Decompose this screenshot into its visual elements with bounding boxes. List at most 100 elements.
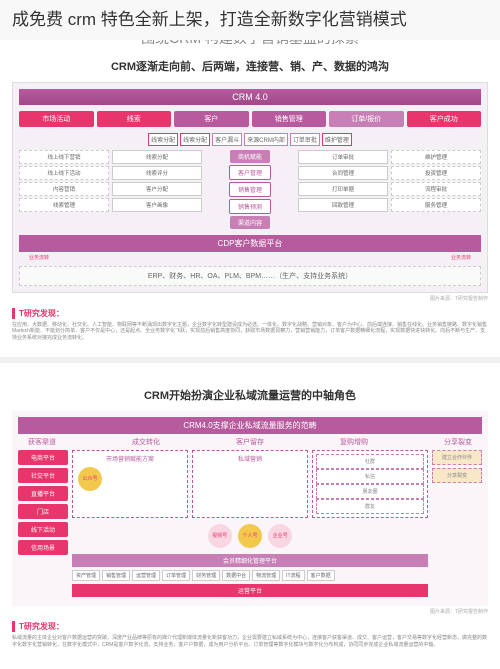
small-box: 数据中台 (222, 570, 250, 581)
top-label: 分享裂变 (444, 437, 472, 447)
flow-left: 业务流转 (29, 254, 49, 261)
stage-box: 私域营销 (192, 450, 308, 518)
cdp-bar: CDP客户数据平台 (19, 235, 481, 252)
sub-box: 维护管理 (322, 133, 352, 146)
stage-title: 市场营销赋能方案 (76, 454, 184, 463)
item-box: 流程审批 (391, 182, 481, 196)
research-text: 私域流量的主体企业对客户数据运营的突破，深度产业品牌等原有的媒介代理新媒体流量化… (12, 635, 488, 648)
member-bar: 会员精细化管理平台 (72, 554, 428, 567)
stage-box: 市场营销赋能方案 公众号 (72, 450, 188, 518)
crm2-header: CRM4.0支撑企业私域流量服务的范畴 (18, 417, 482, 434)
item-box: 合同管理 (298, 166, 388, 180)
sub-box: 客户漏斗 (212, 133, 242, 146)
item-box: 内容营销 (19, 182, 109, 196)
top-label: 复购增购 (340, 437, 368, 447)
item-box: 投资管理 (391, 166, 481, 180)
sub-box: 订单审批 (290, 133, 320, 146)
channel-tag: 门店 (18, 504, 68, 519)
top-labels: 获客渠道 成交转化 客户留存 复购增购 分享裂变 (18, 434, 482, 450)
right-col-box: 建立合作伙伴 (432, 450, 482, 465)
sub-box: 线索分配 (148, 133, 178, 146)
crm-header: CRM 4.0 (19, 89, 481, 105)
small-box: 财务管理 (192, 570, 220, 581)
small-box: 订单管理 (162, 570, 190, 581)
flow-right: 业务流转 (451, 254, 471, 261)
small-box: 物流管理 (252, 570, 280, 581)
item-box: 订单审批 (298, 150, 388, 164)
flow-main: 电商平台 社交平台 直播平台 门店 线下活动 信用场景 市场营销赋能方案 公众号… (18, 450, 482, 600)
credit: 图片来源：T研究报告制作 (12, 608, 488, 615)
header-overlay: CRM数字化模式学习 围绕CRM 构建数字营销基盘的探索 成免费 crm 特色全… (0, 0, 500, 40)
item-box: 服务管理 (391, 198, 481, 212)
stage-title: 私域营销 (196, 454, 304, 463)
section-crm-evolution: CRM逐渐走向前、后两端，连接营、销、产、数据的鸿沟 CRM 4.0 市场活动 … (0, 40, 500, 352)
right-col: 建立合作伙伴 分享裂变 (432, 450, 482, 600)
small-box: IT流程 (282, 570, 304, 581)
center-item: 销售预测 (229, 199, 271, 214)
sub-box: 来源CRM内部 (244, 133, 288, 146)
right-box: 群友 (316, 499, 424, 514)
flow-arrows: 业务流转 业务流转 (19, 252, 481, 263)
ops-bar: 运营平台 (72, 584, 428, 597)
channel-tag: 电商平台 (18, 450, 68, 465)
top-label: 客户留存 (236, 437, 264, 447)
research-block: T研究发现： 私域流量的主体企业对客户数据运营的突破，深度产业品牌等原有的媒介代… (12, 621, 488, 648)
top-label: 成交转化 (132, 437, 160, 447)
pillar-leads: 线索 (97, 111, 172, 127)
right-box: 朋友圈 (316, 484, 424, 499)
pillar-customer: 客户 (174, 111, 249, 127)
item-box: 线索分配 (112, 150, 202, 164)
small-box: 销售管理 (102, 570, 130, 581)
small-box: 运营管理 (132, 570, 160, 581)
pillars-row: 市场活动 线索 客户 销售管理 订单/报价 客户成功 (19, 111, 481, 127)
section-private-traffic: CRM开始扮演企业私域流量运营的中轴角色 CRM4.0支撑企业私域流量服务的范畴… (0, 369, 500, 658)
item-box: 线上线下活动 (19, 166, 109, 180)
item-box: 线索管理 (19, 198, 109, 212)
center-item: 客户管理 (229, 165, 271, 180)
circle-node: 个人号 (238, 524, 262, 548)
overlay-text: 成免费 crm 特色全新上架，打造全新数字化营销模式 (12, 8, 488, 32)
item-box: 维护管理 (391, 150, 481, 164)
channel-tag: 直播平台 (18, 486, 68, 501)
channel-tag: 信用场景 (18, 540, 68, 555)
right-col-box: 分享裂变 (432, 468, 482, 483)
center-item: 销售管理 (229, 182, 271, 197)
small-box: 资产管理 (72, 570, 100, 581)
research-block: T研究发现： 在应用、大数据、移动化、社交化、人工智能、物联网等不断涌现出数字化… (12, 308, 488, 342)
circle-node: 视频号 (208, 524, 232, 548)
channel-tag: 线下活动 (18, 522, 68, 537)
erp-row: ERP、财务、HR、OA、PLM、BPM……（生产、支持业务系统） (19, 266, 481, 286)
center-item: 商机赋能 (230, 150, 270, 163)
right-box: 私信 (316, 469, 424, 484)
crm-diagram-box: CRM 4.0 市场活动 线索 客户 销售管理 订单/报价 客户成功 线索分配 … (12, 82, 488, 293)
mid-area: 市场营销赋能方案 公众号 私域营销 社群 私信 朋友圈 群友 视频号 (72, 450, 428, 600)
center-item: 渠道内容 (230, 216, 270, 229)
pillar-order: 订单/报价 (329, 111, 404, 127)
left-channels: 电商平台 社交平台 直播平台 门店 线下活动 信用场景 (18, 450, 68, 600)
item-box: 客户分配 (112, 182, 202, 196)
bottom-items: 资产管理 销售管理 运营管理 订单管理 财务管理 数据中台 物流管理 IT流程 … (72, 570, 428, 581)
section1-title: CRM逐渐走向前、后两端，连接营、销、产、数据的鸿沟 (12, 58, 488, 74)
section2-title: CRM开始扮演企业私域流量运营的中轴角色 (12, 387, 488, 403)
sub-box: 线索分配 (180, 133, 210, 146)
pillar-marketing: 市场活动 (19, 111, 94, 127)
research-title: T研究发现： (12, 308, 488, 319)
pillar-success: 客户成功 (407, 111, 482, 127)
stage-box: 社群 私信 朋友圈 群友 (312, 450, 428, 518)
research-text: 在应用、大数据、移动化、社交化、人工智能、物联网等不断涌现出数字化主题，企业数字… (12, 322, 488, 342)
circle-node: 企业号 (268, 524, 292, 548)
divider (0, 357, 500, 363)
item-box: 线上线下营销 (19, 150, 109, 164)
channel-tag: 社交平台 (18, 468, 68, 483)
item-box: 线索评分 (112, 166, 202, 180)
right-box: 社群 (316, 454, 424, 469)
sub-labels-row: 线索分配 线索分配 客户漏斗 来源CRM内部 订单审批 维护管理 (19, 133, 481, 146)
research-title: T研究发现： (12, 621, 488, 632)
small-box: 客户数据 (307, 570, 335, 581)
item-box: 打印单据 (298, 182, 388, 196)
credit: 图片来源：T研究报告制作 (12, 295, 488, 302)
items-grid: 线上线下营销 线上线下活动 内容营销 线索管理 线索分配 线索评分 客户分配 客… (19, 150, 481, 229)
item-box: 回款管理 (298, 198, 388, 212)
circle-node: 公众号 (78, 467, 102, 491)
item-box: 客户画像 (112, 198, 202, 212)
